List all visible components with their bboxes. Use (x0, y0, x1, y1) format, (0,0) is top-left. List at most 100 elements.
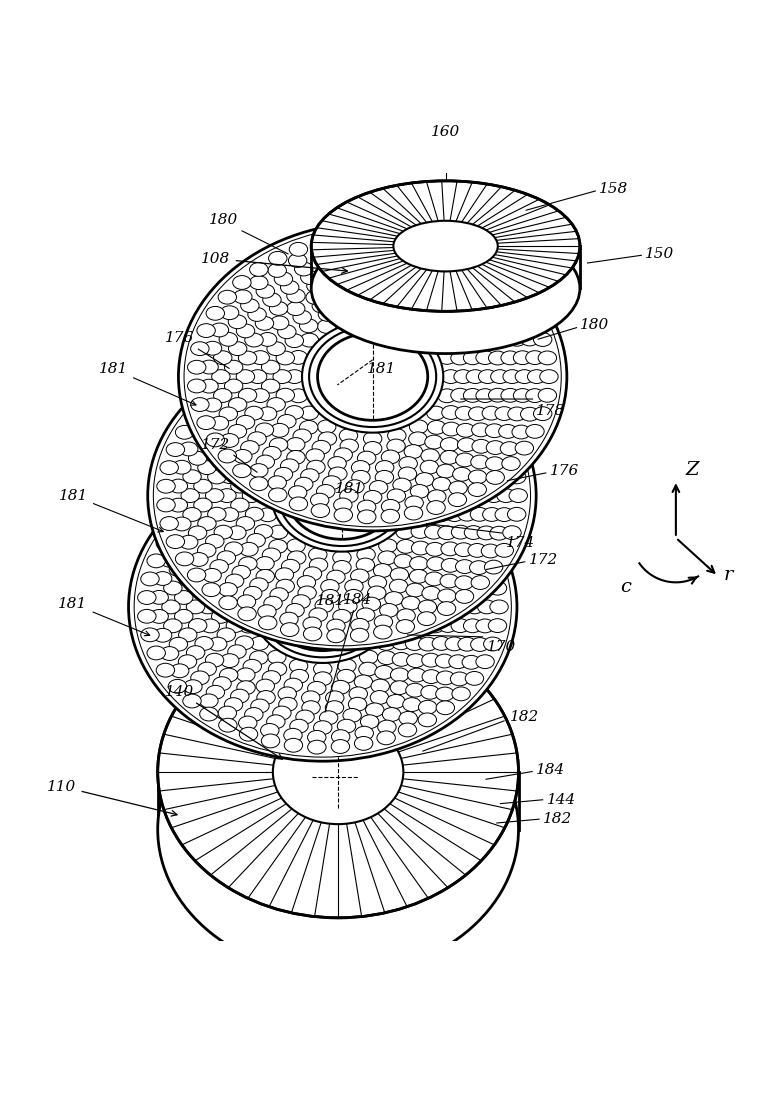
Ellipse shape (432, 477, 451, 491)
Ellipse shape (171, 664, 189, 677)
Ellipse shape (410, 569, 428, 584)
Ellipse shape (501, 297, 518, 312)
Ellipse shape (418, 701, 437, 714)
Ellipse shape (348, 697, 367, 711)
Ellipse shape (169, 563, 188, 576)
Ellipse shape (226, 618, 244, 633)
Ellipse shape (169, 479, 188, 494)
Ellipse shape (405, 564, 424, 577)
Ellipse shape (398, 272, 417, 286)
Ellipse shape (183, 506, 201, 520)
Ellipse shape (485, 315, 504, 330)
Ellipse shape (331, 460, 350, 475)
Ellipse shape (373, 413, 392, 428)
Ellipse shape (445, 470, 463, 483)
Ellipse shape (287, 452, 397, 539)
Ellipse shape (441, 600, 459, 614)
Ellipse shape (414, 582, 432, 595)
Ellipse shape (292, 595, 310, 608)
Ellipse shape (235, 636, 254, 649)
Ellipse shape (488, 582, 507, 595)
Ellipse shape (407, 654, 425, 667)
Ellipse shape (393, 478, 411, 492)
Ellipse shape (251, 501, 269, 515)
Ellipse shape (481, 433, 500, 447)
Ellipse shape (422, 670, 441, 684)
Ellipse shape (198, 517, 217, 530)
Ellipse shape (455, 434, 473, 448)
Ellipse shape (178, 571, 197, 586)
Ellipse shape (317, 485, 335, 498)
Ellipse shape (421, 685, 439, 700)
Ellipse shape (290, 670, 309, 683)
Ellipse shape (387, 251, 406, 264)
Ellipse shape (410, 557, 428, 570)
Ellipse shape (377, 636, 395, 651)
Ellipse shape (449, 492, 466, 507)
Ellipse shape (456, 453, 474, 467)
Ellipse shape (169, 637, 188, 651)
Ellipse shape (280, 365, 298, 379)
Ellipse shape (345, 579, 363, 594)
Ellipse shape (262, 671, 281, 684)
Ellipse shape (284, 461, 303, 476)
Ellipse shape (410, 420, 428, 433)
Ellipse shape (411, 489, 429, 502)
Ellipse shape (172, 517, 191, 531)
Ellipse shape (489, 389, 507, 402)
Ellipse shape (356, 608, 375, 622)
Ellipse shape (256, 408, 275, 422)
Ellipse shape (455, 401, 473, 416)
Ellipse shape (379, 374, 398, 388)
Ellipse shape (302, 509, 320, 522)
Ellipse shape (239, 557, 257, 570)
Text: 184: 184 (536, 763, 565, 778)
Ellipse shape (445, 508, 463, 521)
Ellipse shape (374, 615, 393, 628)
Ellipse shape (460, 489, 478, 502)
Ellipse shape (438, 389, 456, 402)
Ellipse shape (390, 668, 409, 682)
Ellipse shape (425, 571, 443, 586)
Ellipse shape (289, 720, 308, 733)
Ellipse shape (303, 360, 321, 374)
Ellipse shape (476, 619, 494, 633)
Ellipse shape (213, 389, 232, 402)
Ellipse shape (393, 221, 497, 272)
Ellipse shape (399, 283, 417, 296)
Ellipse shape (466, 370, 484, 383)
Ellipse shape (525, 389, 544, 402)
Ellipse shape (458, 637, 476, 651)
Ellipse shape (490, 526, 508, 540)
Ellipse shape (379, 604, 398, 617)
Ellipse shape (521, 408, 539, 421)
Ellipse shape (198, 433, 216, 448)
Ellipse shape (278, 414, 296, 429)
Ellipse shape (503, 370, 521, 383)
Ellipse shape (206, 443, 224, 457)
Ellipse shape (197, 324, 215, 338)
Ellipse shape (191, 529, 210, 543)
Ellipse shape (351, 618, 369, 633)
Ellipse shape (166, 535, 185, 548)
Ellipse shape (199, 492, 218, 507)
Ellipse shape (172, 460, 191, 475)
Ellipse shape (307, 731, 326, 744)
Ellipse shape (262, 548, 281, 561)
Ellipse shape (233, 463, 251, 478)
Ellipse shape (287, 450, 305, 465)
Ellipse shape (402, 381, 420, 394)
Ellipse shape (404, 233, 423, 247)
Ellipse shape (338, 720, 355, 733)
Ellipse shape (469, 332, 487, 346)
Text: c: c (621, 577, 632, 596)
Ellipse shape (250, 400, 268, 413)
Text: 160: 160 (431, 125, 460, 138)
Ellipse shape (483, 508, 501, 521)
Ellipse shape (358, 510, 376, 524)
Ellipse shape (352, 460, 370, 475)
Ellipse shape (435, 654, 454, 668)
Ellipse shape (334, 498, 352, 511)
Ellipse shape (206, 547, 223, 560)
Ellipse shape (267, 715, 285, 729)
